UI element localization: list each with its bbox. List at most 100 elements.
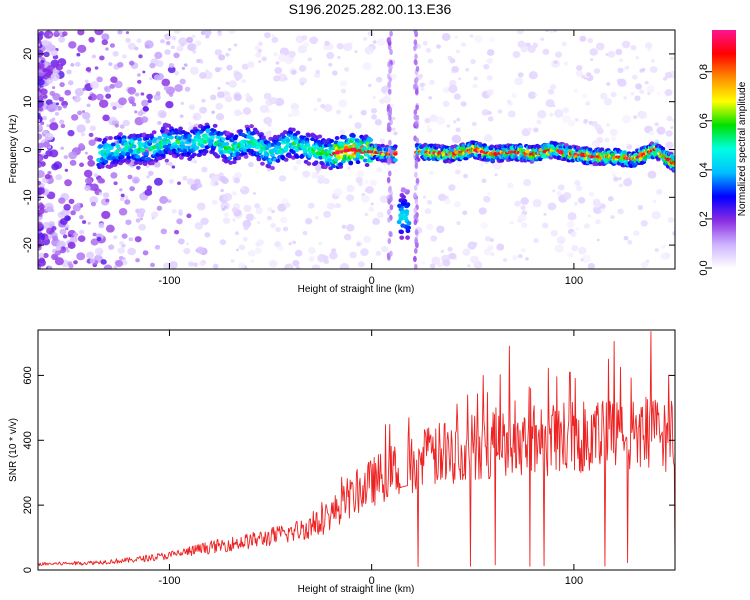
spectrogram-cell <box>77 235 86 243</box>
spectrogram-cell <box>198 260 206 267</box>
spectrogram-cell <box>360 194 370 203</box>
spectrogram-cell <box>146 175 150 179</box>
spectrogram-cell <box>78 143 85 149</box>
spectrogram-cell <box>283 77 288 81</box>
snr-xlabel: Height of straight line (km) <box>298 584 415 595</box>
spectrogram-cell <box>248 250 256 257</box>
spectrogram-cell <box>85 173 91 178</box>
spectrogram-cell <box>191 152 197 157</box>
spectrogram-cell <box>318 155 324 160</box>
spectrogram-cell <box>103 192 110 198</box>
spectrogram-cell <box>210 94 217 101</box>
spectrogram-cell <box>210 175 219 184</box>
spectrogram-cell <box>92 232 97 237</box>
spectrogram-cell <box>458 77 462 81</box>
spectrogram-cell <box>270 166 275 171</box>
spectrogram-cell <box>617 78 627 87</box>
spectrogram-cell <box>154 51 163 60</box>
spectrogram-cell <box>364 152 370 157</box>
spectrogram-cell <box>627 239 633 245</box>
spectrogram-cell <box>64 215 71 222</box>
spectrogram-cell <box>171 208 177 214</box>
spectrogram-cell <box>470 59 476 65</box>
spectrogram-cell <box>562 107 570 114</box>
spectrogram-cell <box>305 143 311 148</box>
spectrogram-cell <box>664 89 673 97</box>
spectrogram-cell <box>288 242 292 246</box>
spectrogram-cell <box>298 65 307 72</box>
spectrogram-cell <box>157 135 163 140</box>
spectrogram-cell <box>607 196 614 202</box>
spectrogram-cell <box>486 49 495 56</box>
spectrogram-cell <box>38 118 41 123</box>
spectrogram-cell <box>517 72 524 78</box>
spectrogram-cell <box>403 215 409 221</box>
spectrogram-cell <box>489 37 495 43</box>
spectrogram-cell <box>650 58 655 63</box>
spectrogram-cell <box>55 63 64 71</box>
spectrogram-cell <box>85 118 91 124</box>
spectrogram-cell <box>414 236 418 243</box>
spectrogram-cell <box>49 149 59 158</box>
spectrogram-cell <box>261 56 267 62</box>
spectrogram-cell <box>415 137 420 144</box>
spectrogram-cell <box>453 120 457 124</box>
spectrogram-cell <box>167 199 172 204</box>
spectrogram-cell <box>247 161 254 168</box>
spectrogram-cell <box>516 30 524 35</box>
spectrogram-cell <box>38 57 42 63</box>
spectrogram-cell <box>137 110 144 117</box>
spectrogram-cell <box>255 51 262 58</box>
spectrogram-cell <box>661 244 666 249</box>
spectrogram-cell <box>662 76 668 81</box>
spectrogram-cell <box>388 230 392 237</box>
spectrogram-cell <box>444 198 451 205</box>
spectrogram-cell <box>638 157 644 162</box>
spectrogram-cell <box>280 216 288 224</box>
spectrogram-cell <box>554 51 563 58</box>
spectrogram-cell <box>157 120 162 125</box>
spectrogram-cell <box>38 112 41 117</box>
spectrogram-cell <box>236 156 242 161</box>
spectrogram-cell <box>292 240 297 245</box>
spectrogram-cell <box>424 117 431 124</box>
spectrogram-cell <box>254 45 260 51</box>
spectrogram-ytick-label: -20 <box>22 237 34 253</box>
spectrogram-cell <box>644 80 649 85</box>
spectrogram-cell <box>487 192 491 196</box>
spectrogram-cell <box>126 155 132 160</box>
spectrogram-cell <box>148 77 153 81</box>
spectrogram-cell <box>311 171 319 179</box>
spectrogram-cell <box>111 156 117 161</box>
spectrogram-cell <box>388 106 393 113</box>
spectrogram-cell <box>259 104 269 114</box>
spectrogram-cell <box>149 62 156 69</box>
spectrogram-cell <box>220 188 224 193</box>
spectrogram-cell <box>507 110 516 118</box>
spectrogram-marks <box>38 30 675 269</box>
spectrogram-cell <box>115 259 124 268</box>
spectrogram-cell <box>418 73 424 78</box>
spectrogram-cell <box>199 72 207 79</box>
spectrogram-cell <box>231 160 237 165</box>
spectrogram-cell <box>76 124 86 133</box>
spectrogram-cell <box>335 109 342 115</box>
spectrogram-cell <box>413 39 418 46</box>
spectrogram-cell <box>216 91 225 99</box>
spectrogram-cell <box>625 143 630 147</box>
spectrogram-cell <box>481 109 490 116</box>
spectrogram-cell <box>335 202 341 209</box>
spectrogram-cell <box>46 206 54 213</box>
spectrogram-cell <box>523 178 532 187</box>
spectrogram-cell <box>414 171 418 178</box>
spectrogram-cell <box>442 259 451 267</box>
spectrogram-cell <box>43 94 48 99</box>
spectrogram-cell <box>398 216 404 222</box>
spectrogram-cell <box>226 145 232 150</box>
spectrogram-cell <box>309 36 318 45</box>
spectrogram-cell <box>141 99 149 107</box>
spectrogram-cell <box>160 153 166 158</box>
spectrogram-cell <box>537 110 547 119</box>
spectrogram-cell <box>341 135 347 140</box>
